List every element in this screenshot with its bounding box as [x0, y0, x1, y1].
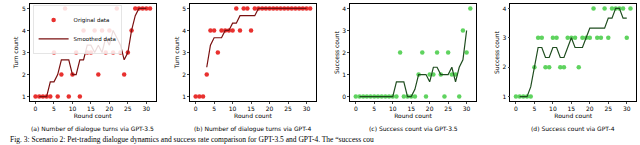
svg-text:20: 20	[426, 105, 434, 112]
svg-text:10: 10	[389, 105, 397, 112]
svg-text:(b) Number of dialogue turns v: (b) Number of dialogue turns via GPT-4	[194, 125, 311, 133]
svg-text:3: 3	[22, 49, 26, 56]
svg-text:30: 30	[303, 105, 311, 112]
svg-text:Turn count: Turn count	[173, 36, 180, 69]
svg-text:4: 4	[22, 27, 26, 34]
svg-text:2: 2	[342, 49, 346, 56]
svg-text:2: 2	[182, 71, 186, 78]
svg-text:2: 2	[502, 63, 506, 70]
svg-text:Round count: Round count	[74, 112, 112, 119]
svg-text:Round count: Round count	[234, 112, 272, 119]
svg-text:(a) Number of dialogue turns v: (a) Number of dialogue turns via GPT-3.5	[31, 125, 154, 133]
svg-text:25: 25	[284, 105, 292, 112]
svg-text:Success count: Success count	[493, 30, 500, 74]
svg-text:15: 15	[87, 105, 95, 112]
svg-text:15: 15	[568, 105, 576, 112]
svg-text:Success count: Success count	[333, 30, 340, 74]
svg-text:3: 3	[182, 49, 186, 56]
svg-text:Original data: Original data	[74, 17, 110, 24]
svg-text:10: 10	[69, 105, 77, 112]
svg-text:5: 5	[372, 105, 376, 112]
svg-text:1: 1	[502, 93, 506, 100]
svg-text:3: 3	[342, 27, 346, 34]
svg-text:30: 30	[143, 105, 151, 112]
svg-text:2: 2	[22, 71, 26, 78]
svg-text:4: 4	[342, 5, 346, 12]
svg-text:5: 5	[52, 105, 56, 112]
svg-text:0: 0	[514, 105, 518, 112]
svg-text:Fig. 3: Scenario 2: Pet-tradin: Fig. 3: Scenario 2: Pet-trading dialogue…	[10, 135, 374, 144]
svg-text:10: 10	[549, 105, 557, 112]
svg-text:5: 5	[22, 5, 26, 12]
svg-text:30: 30	[623, 105, 631, 112]
svg-text:Turn count: Turn count	[12, 36, 19, 69]
svg-text:25: 25	[604, 105, 612, 112]
svg-text:4: 4	[182, 27, 186, 34]
svg-text:20: 20	[586, 105, 594, 112]
svg-text:25: 25	[124, 105, 132, 112]
svg-text:0: 0	[194, 105, 198, 112]
svg-text:20: 20	[266, 105, 274, 112]
svg-text:15: 15	[407, 105, 415, 112]
svg-text:1: 1	[22, 93, 26, 100]
svg-text:20: 20	[106, 105, 114, 112]
svg-text:5: 5	[212, 105, 216, 112]
svg-text:(d) Success count via GPT-4: (d) Success count via GPT-4	[531, 125, 615, 132]
svg-text:4: 4	[502, 5, 506, 12]
svg-text:Smoothed data: Smoothed data	[74, 36, 116, 42]
svg-text:1: 1	[182, 93, 186, 100]
svg-text:0: 0	[354, 105, 358, 112]
svg-text:0: 0	[34, 105, 38, 112]
svg-text:Round count: Round count	[394, 112, 432, 119]
svg-text:25: 25	[444, 105, 452, 112]
svg-text:10: 10	[229, 105, 237, 112]
svg-text:5: 5	[182, 5, 186, 12]
svg-text:0: 0	[342, 93, 346, 100]
svg-text:15: 15	[247, 105, 255, 112]
svg-text:(c) Success count via GPT-3.5: (c) Success count via GPT-3.5	[369, 125, 458, 132]
svg-text:Round count: Round count	[554, 112, 592, 119]
svg-text:3: 3	[502, 34, 506, 41]
svg-text:1: 1	[342, 71, 346, 78]
svg-text:30: 30	[463, 105, 471, 112]
svg-text:5: 5	[532, 105, 536, 112]
